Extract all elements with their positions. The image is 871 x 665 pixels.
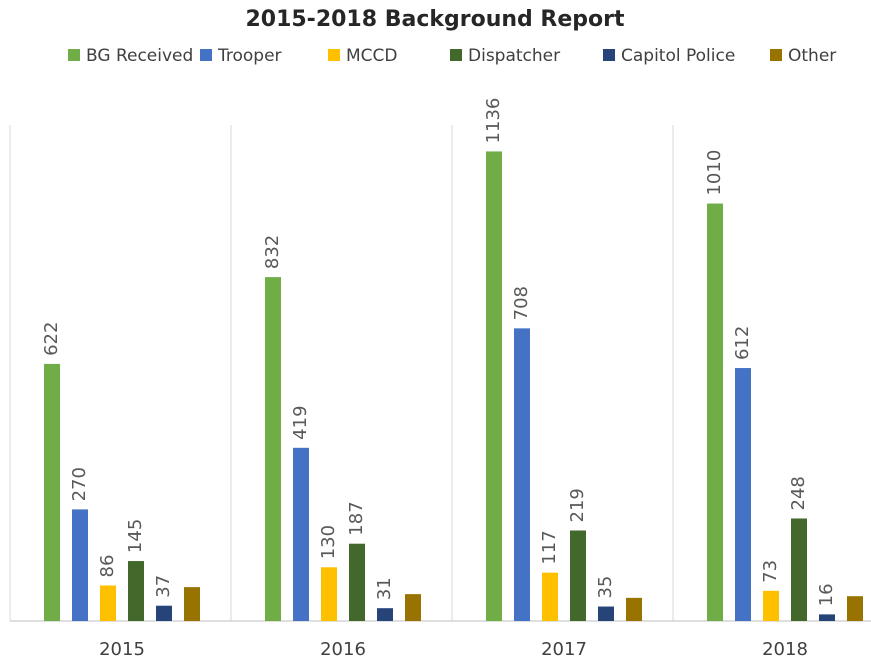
- x-tick-label: 2018: [762, 639, 808, 660]
- bar: [377, 608, 393, 621]
- bar: [265, 277, 281, 621]
- bar: [626, 597, 642, 621]
- bar: [156, 605, 172, 621]
- bar: [128, 561, 144, 621]
- bar: [100, 585, 116, 621]
- data-label: 832: [262, 235, 283, 269]
- bar: [321, 567, 337, 621]
- data-label: 622: [41, 322, 62, 356]
- chart-title: 2015-2018 Background Report: [245, 7, 625, 32]
- bar: [819, 614, 835, 621]
- bar: [349, 543, 365, 621]
- data-label: 86: [97, 555, 118, 578]
- data-label: 612: [732, 326, 753, 360]
- legend-swatch: [603, 49, 615, 61]
- legend-swatch: [68, 49, 80, 61]
- legend-label: Capitol Police: [621, 46, 735, 66]
- data-label: 219: [567, 488, 588, 522]
- legend-swatch: [770, 49, 782, 61]
- legend-label: MCCD: [346, 46, 398, 66]
- data-label: 187: [346, 501, 367, 535]
- data-label: 1010: [704, 150, 725, 196]
- bar: [598, 606, 614, 621]
- legend-label: Dispatcher: [468, 46, 560, 66]
- data-label: 419: [290, 405, 311, 439]
- bar: [514, 328, 530, 621]
- bar: [44, 363, 60, 621]
- data-label: 31: [374, 577, 395, 600]
- bar: [763, 590, 779, 621]
- data-label: 708: [511, 286, 532, 320]
- data-label: 1136: [483, 98, 504, 144]
- bar: [735, 368, 751, 621]
- bar: [184, 587, 200, 621]
- legend-label: Other: [788, 46, 836, 66]
- x-tick-label: 2017: [541, 639, 587, 660]
- bar: [570, 530, 586, 621]
- data-label: 145: [125, 519, 146, 553]
- bar: [847, 596, 863, 621]
- legend-swatch: [200, 49, 212, 61]
- data-label: 73: [760, 560, 781, 583]
- legend-swatch: [450, 49, 462, 61]
- data-label: 130: [318, 525, 339, 559]
- bar: [293, 447, 309, 621]
- data-label: 37: [153, 575, 174, 598]
- bar: [486, 151, 502, 621]
- data-label: 35: [595, 576, 616, 599]
- legend-label: BG Received: [86, 46, 193, 66]
- bar: [72, 509, 88, 621]
- data-label: 16: [816, 583, 837, 606]
- legend-label: Trooper: [217, 46, 282, 66]
- data-label: 248: [788, 476, 809, 510]
- bar: [405, 594, 421, 621]
- x-tick-label: 2015: [99, 639, 145, 660]
- data-label: 117: [539, 530, 560, 564]
- bar: [791, 518, 807, 621]
- bar: [542, 572, 558, 621]
- bar: [707, 203, 723, 622]
- data-label: 270: [69, 467, 90, 501]
- x-tick-label: 2016: [320, 639, 366, 660]
- legend-swatch: [328, 49, 340, 61]
